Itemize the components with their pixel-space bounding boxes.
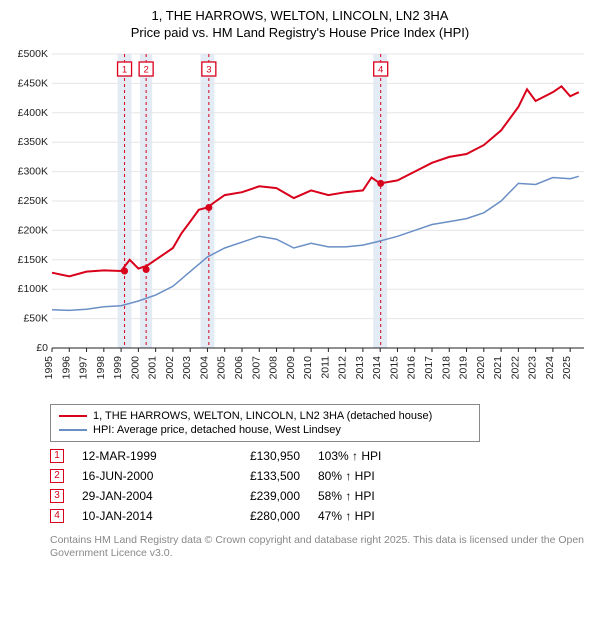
sale-pct: 58% ↑ HPI: [318, 489, 428, 503]
legend-row: 1, THE HARROWS, WELTON, LINCOLN, LN2 3HA…: [59, 409, 471, 423]
svg-text:2016: 2016: [406, 356, 418, 380]
svg-text:£350K: £350K: [18, 136, 48, 148]
svg-text:2015: 2015: [388, 356, 400, 380]
svg-text:2005: 2005: [216, 356, 228, 380]
svg-text:2007: 2007: [250, 356, 262, 380]
svg-text:4: 4: [378, 64, 383, 75]
sale-date: 16-JUN-2000: [82, 469, 192, 483]
svg-text:£0: £0: [36, 342, 48, 354]
footer-note: Contains HM Land Registry data © Crown c…: [50, 534, 590, 561]
title-block: 1, THE HARROWS, WELTON, LINCOLN, LN2 3HA…: [10, 8, 590, 42]
legend-swatch: [59, 429, 87, 431]
legend-row: HPI: Average price, detached house, West…: [59, 423, 471, 437]
sale-date: 10-JAN-2014: [82, 509, 192, 523]
sale-date: 29-JAN-2004: [82, 489, 192, 503]
sale-row: 4 10-JAN-2014 £280,000 47% ↑ HPI: [50, 506, 590, 526]
svg-text:£100K: £100K: [18, 283, 48, 295]
svg-text:2022: 2022: [509, 356, 521, 380]
svg-text:2021: 2021: [492, 356, 504, 380]
sale-pct: 47% ↑ HPI: [318, 509, 428, 523]
title-line2: Price paid vs. HM Land Registry's House …: [10, 25, 590, 42]
svg-text:£50K: £50K: [23, 312, 48, 324]
svg-text:2012: 2012: [337, 356, 349, 380]
svg-text:2014: 2014: [371, 356, 383, 380]
svg-text:2023: 2023: [527, 356, 539, 380]
chart-svg: £0 £50K £100K £150K £200K £250K £300K £350K £400…: [10, 48, 590, 398]
svg-text:2019: 2019: [458, 356, 470, 380]
svg-text:£200K: £200K: [18, 224, 48, 236]
svg-text:1996: 1996: [60, 356, 72, 380]
title-line1: 1, THE HARROWS, WELTON, LINCOLN, LN2 3HA: [10, 8, 590, 25]
svg-text:1998: 1998: [95, 356, 107, 380]
svg-text:1995: 1995: [43, 356, 55, 380]
sale-price: £239,000: [210, 489, 300, 503]
legend-label: HPI: Average price, detached house, West…: [93, 424, 341, 436]
legend: 1, THE HARROWS, WELTON, LINCOLN, LN2 3HA…: [50, 404, 480, 442]
svg-text:3: 3: [206, 64, 211, 75]
svg-text:2011: 2011: [319, 356, 331, 379]
svg-text:2008: 2008: [268, 356, 280, 380]
svg-text:£500K: £500K: [18, 48, 48, 60]
legend-label: 1, THE HARROWS, WELTON, LINCOLN, LN2 3HA…: [93, 410, 432, 422]
sale-row: 3 29-JAN-2004 £239,000 58% ↑ HPI: [50, 486, 590, 506]
svg-text:£250K: £250K: [18, 195, 48, 207]
svg-text:2002: 2002: [164, 356, 176, 380]
sale-pct: 103% ↑ HPI: [318, 449, 428, 463]
svg-text:2025: 2025: [561, 356, 573, 380]
sale-marker: 3: [50, 489, 64, 503]
sale-price: £130,950: [210, 449, 300, 463]
sale-marker: 2: [50, 469, 64, 483]
svg-text:2000: 2000: [129, 356, 141, 380]
svg-text:2006: 2006: [233, 356, 245, 380]
svg-text:1: 1: [122, 64, 127, 75]
sale-row: 2 16-JUN-2000 £133,500 80% ↑ HPI: [50, 466, 590, 486]
sale-date: 12-MAR-1999: [82, 449, 192, 463]
sale-marker: 4: [50, 509, 64, 523]
svg-text:2017: 2017: [423, 356, 435, 380]
svg-text:2004: 2004: [198, 356, 210, 380]
svg-text:2010: 2010: [302, 356, 314, 380]
sale-price: £133,500: [210, 469, 300, 483]
legend-swatch: [59, 415, 87, 417]
svg-text:2020: 2020: [475, 356, 487, 380]
sale-row: 1 12-MAR-1999 £130,950 103% ↑ HPI: [50, 446, 590, 466]
svg-text:2009: 2009: [285, 356, 297, 380]
svg-text:£150K: £150K: [18, 254, 48, 266]
sale-pct: 80% ↑ HPI: [318, 469, 428, 483]
sales-table: 1 12-MAR-1999 £130,950 103% ↑ HPI 2 16-JUN-20…: [50, 446, 590, 526]
svg-text:2: 2: [143, 64, 148, 75]
chart-container: 1, THE HARROWS, WELTON, LINCOLN, LN2 3HA…: [0, 0, 600, 569]
svg-text:£450K: £450K: [18, 77, 48, 89]
svg-text:£300K: £300K: [18, 165, 48, 177]
svg-text:£400K: £400K: [18, 107, 48, 119]
sale-price: £280,000: [210, 509, 300, 523]
svg-text:2003: 2003: [181, 356, 193, 380]
svg-text:2013: 2013: [354, 356, 366, 380]
svg-text:2001: 2001: [147, 356, 159, 380]
sale-marker: 1: [50, 449, 64, 463]
chart-area: £0 £50K £100K £150K £200K £250K £300K £350K £400…: [10, 48, 590, 398]
svg-text:2018: 2018: [440, 356, 452, 380]
svg-text:1997: 1997: [78, 356, 90, 380]
svg-text:1999: 1999: [112, 356, 124, 380]
svg-text:2024: 2024: [544, 356, 556, 380]
